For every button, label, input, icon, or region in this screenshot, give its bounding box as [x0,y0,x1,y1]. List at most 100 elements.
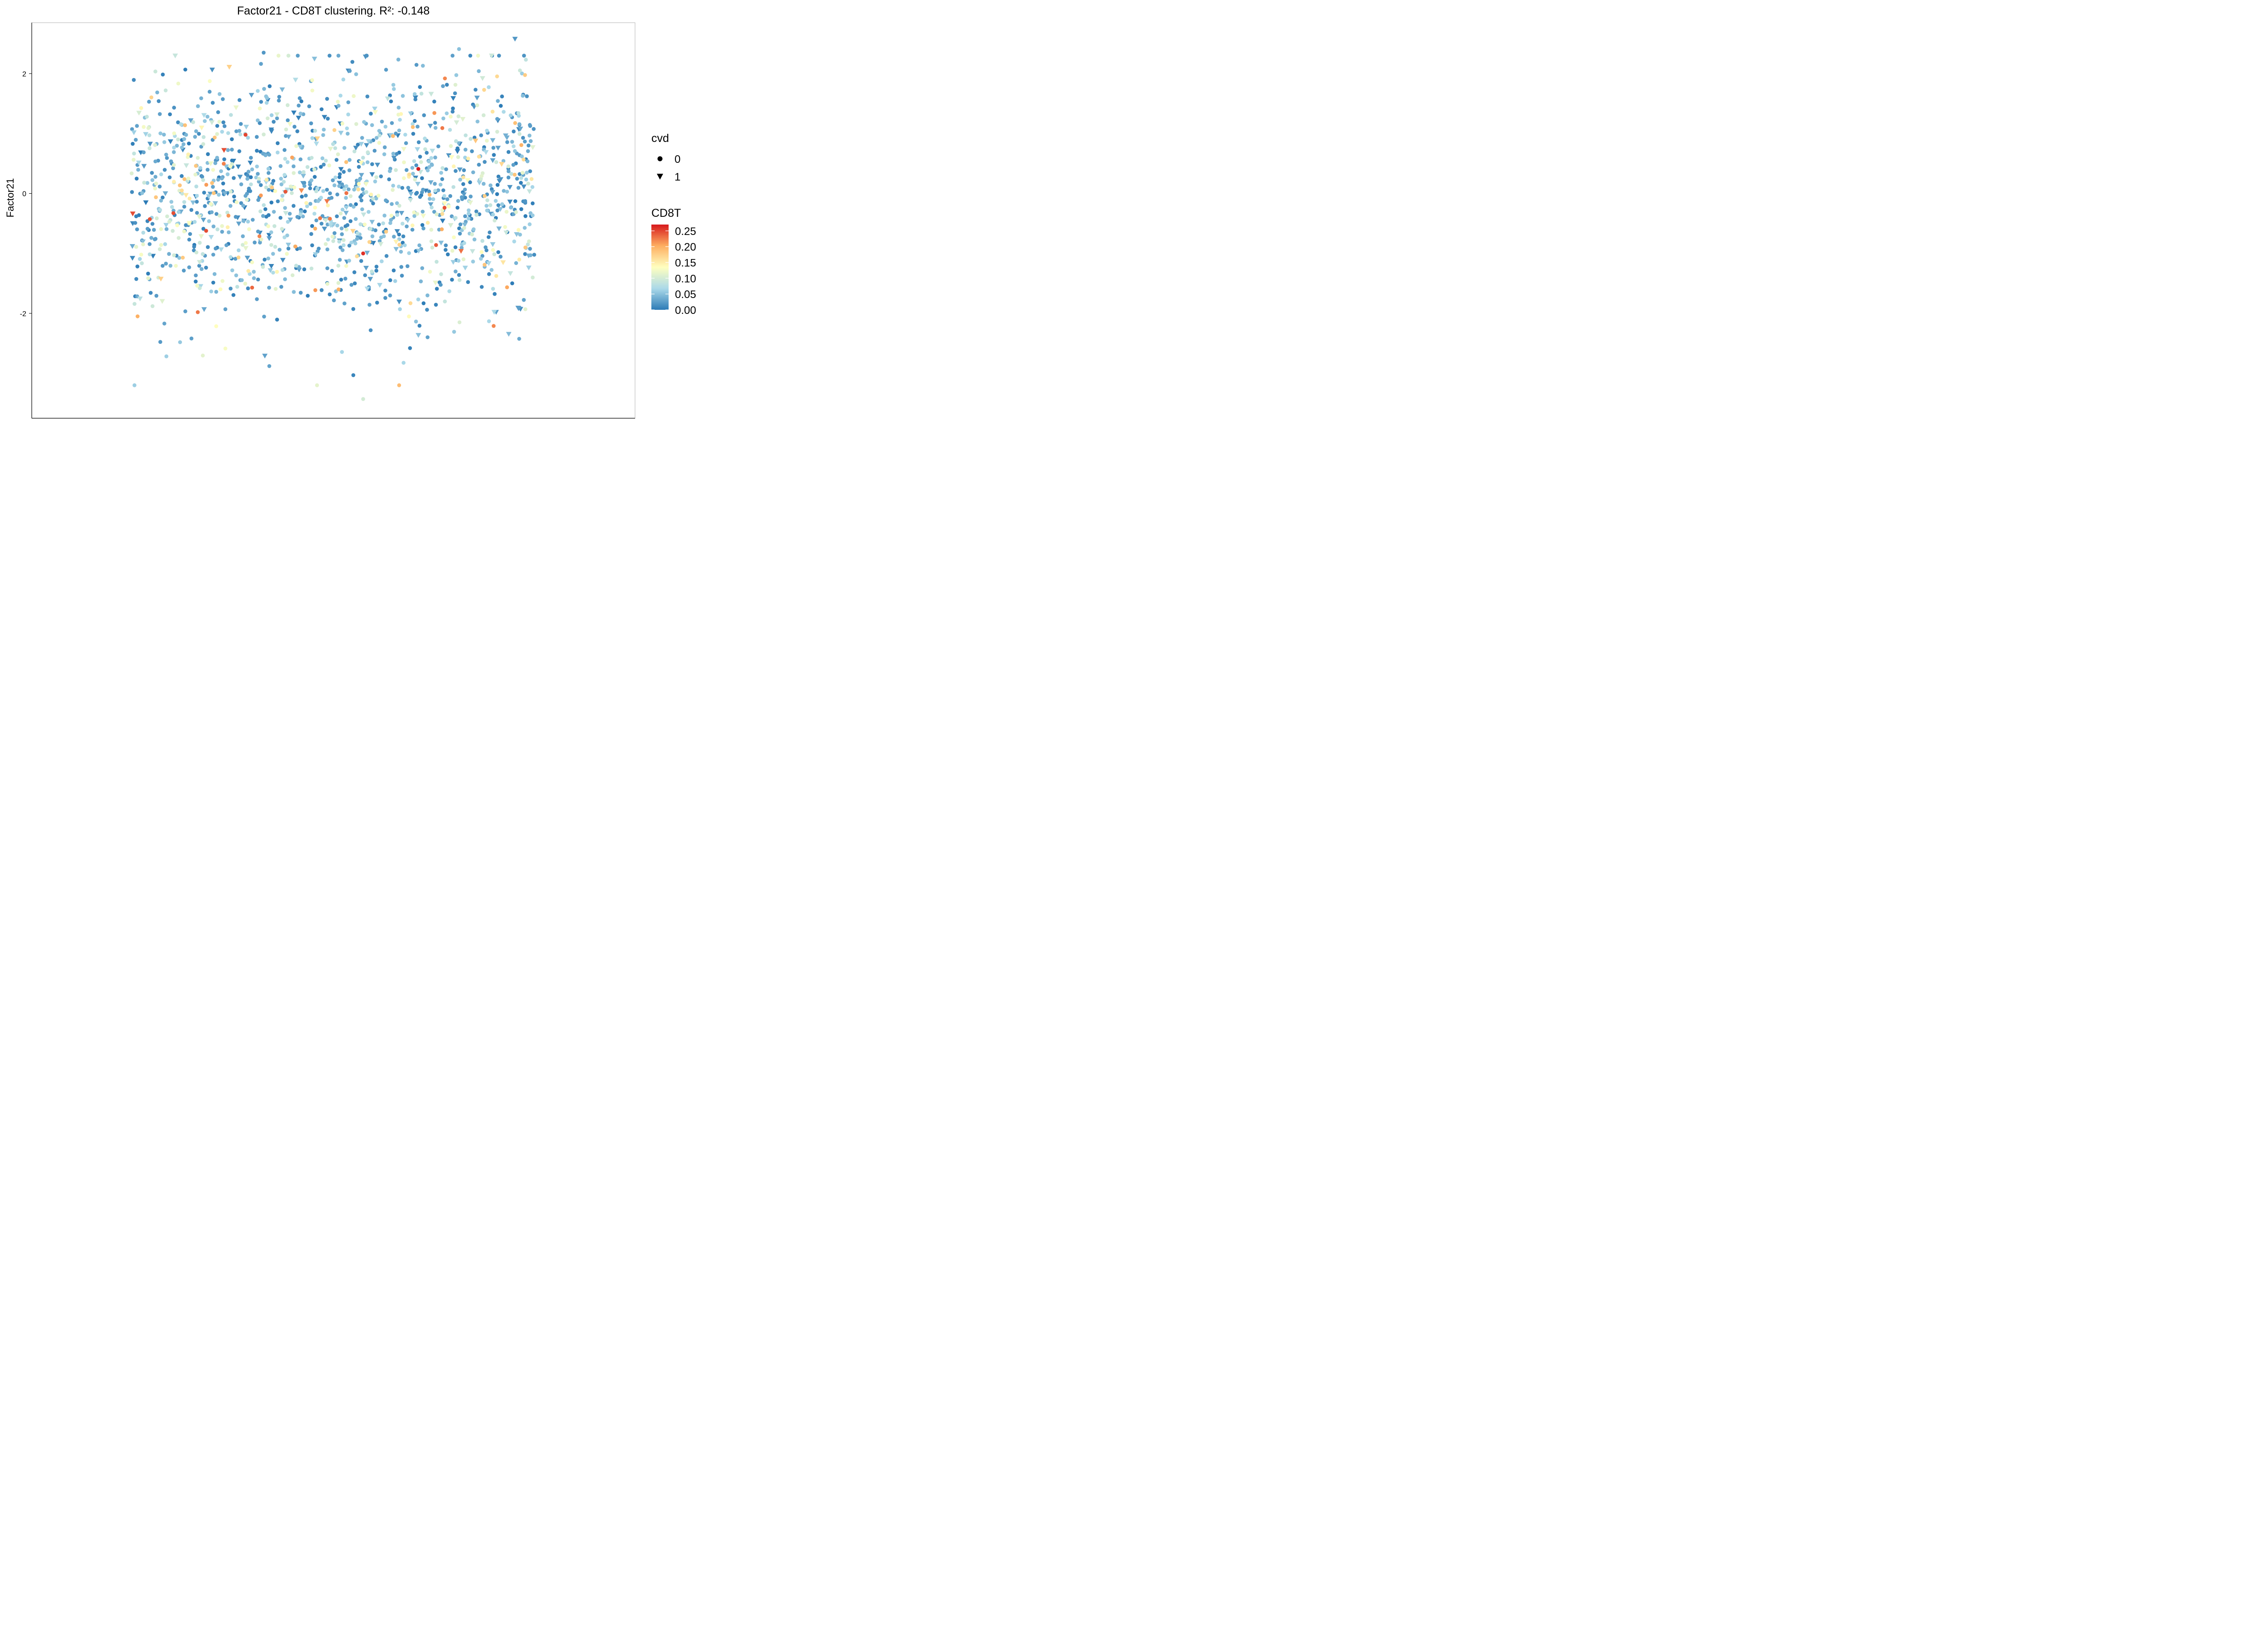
data-point-triangle [233,105,239,111]
data-point-circle [298,212,303,216]
data-point-circle [319,288,324,292]
data-point-circle [303,209,307,214]
y-tick-label: 0 [22,191,26,198]
data-point-circle [259,237,264,241]
data-point-circle [449,114,453,119]
data-point-circle [461,257,466,261]
data-point-triangle [343,210,349,216]
data-point-circle [237,98,242,102]
data-point-circle [482,88,486,92]
data-point-circle [484,248,489,253]
data-point-circle [269,243,274,247]
data-point-circle [157,247,162,251]
data-point-circle [235,284,240,289]
data-point-circle [452,330,456,334]
data-point-circle [302,184,307,188]
data-point-circle [205,114,210,119]
data-point-circle [265,96,269,100]
data-point-circle [220,230,224,234]
data-point-circle [456,155,460,159]
data-point-circle [391,152,396,156]
data-point-circle [326,237,330,242]
data-point-circle [298,246,302,250]
data-point-circle [515,176,519,181]
data-point-triangle [460,117,466,122]
data-point-circle [182,177,186,181]
data-point-circle [377,222,381,227]
data-point-circle [146,271,150,276]
data-point-circle [269,200,274,205]
data-point-circle [180,188,184,193]
data-point-circle [491,146,496,150]
data-point-circle [155,90,159,95]
data-point-triangle [313,142,319,147]
data-point-triangle [364,286,370,292]
data-point-circle [429,156,434,160]
data-point-circle [388,293,392,298]
data-point-circle [280,227,284,231]
data-point-triangle [206,194,212,199]
data-point-circle [331,142,335,146]
data-point-circle [285,252,289,256]
data-point-circle [209,202,213,206]
data-point-circle [451,185,455,189]
data-point-circle [472,136,477,140]
data-point-circle [132,152,136,156]
data-point-circle [477,155,481,159]
data-point-circle [230,158,234,163]
data-point-circle [244,132,248,137]
data-point-circle [193,172,198,177]
data-point-circle [474,209,479,214]
data-point-circle [327,163,332,168]
data-point-circle [340,232,344,236]
data-point-triangle [327,147,333,152]
data-point-circle [420,266,425,270]
data-point-triangle [279,87,285,93]
data-point-circle [489,183,493,188]
data-point-circle [414,191,418,196]
data-point-circle [447,205,451,209]
data-point-circle [442,205,447,210]
data-point-circle [149,236,153,240]
data-point-circle [279,285,284,289]
data-point-circle [505,140,509,144]
data-point-circle [135,227,139,231]
data-point-triangle [280,258,286,263]
data-point-circle [189,336,194,341]
data-point-circle [176,137,180,142]
data-point-circle [466,216,471,220]
color-bar-tick-label: 0.00 [675,304,696,317]
data-point-triangle [322,226,327,232]
data-point-circle [397,128,401,132]
data-point-circle [525,94,529,98]
data-point-circle [367,210,371,214]
data-point-circle [158,131,162,136]
data-point-circle [180,174,184,178]
data-point-circle [308,202,313,206]
data-point-circle [352,149,357,154]
data-point-triangle [506,332,512,337]
data-point-circle [366,160,370,164]
data-point-circle [361,187,365,191]
data-point-circle [525,171,529,175]
data-point-circle [258,209,263,214]
data-point-circle [427,165,431,169]
data-point-circle [411,171,415,176]
data-point-circle [232,176,236,180]
data-point-circle [492,324,496,328]
data-point-circle [308,186,312,191]
data-point-circle [275,141,280,146]
data-point-circle [159,227,163,231]
data-point-circle [513,172,517,177]
data-point-triangle [408,111,414,117]
data-point-circle [210,210,214,215]
data-point-circle [434,243,438,247]
data-point-circle [390,202,394,206]
data-point-circle [215,227,220,232]
data-point-circle [441,188,445,192]
data-point-triangle [450,96,456,101]
data-point-circle [252,276,256,280]
data-point-circle [519,176,523,180]
data-point-circle [305,204,309,208]
data-point-circle [176,236,181,240]
